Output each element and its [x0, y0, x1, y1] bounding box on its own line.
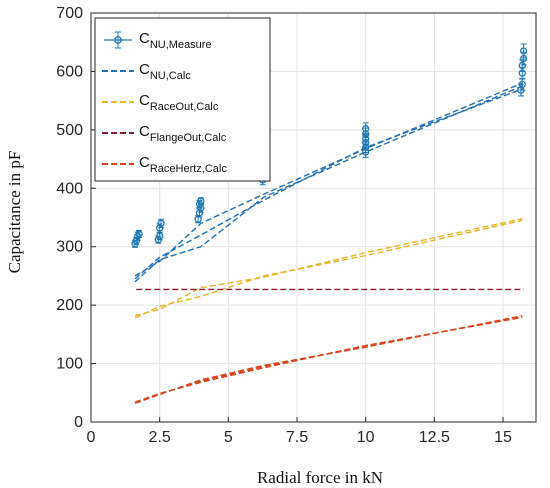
x-tick-label: 10	[357, 429, 375, 446]
plot-frame	[90, 12, 537, 423]
x-tick-label: 15	[494, 429, 512, 446]
y-tick-label: 600	[56, 63, 83, 80]
grid-lines	[90, 12, 536, 423]
axis-ticks: 0 2.5 5 7.5 10 12.5 15 0 100 200 300 400 500 600 700	[56, 5, 512, 446]
legend-marker	[114, 36, 122, 44]
series-line	[134, 85, 523, 283]
legend-entry-flangeout-calc: CFlangeOut,Calc	[102, 123, 227, 144]
legend-label-main: C	[139, 92, 150, 109]
y-tick-label: 100	[56, 356, 83, 373]
series-line	[134, 219, 523, 319]
series-line	[134, 316, 523, 404]
x-tick-label: 12.5	[419, 429, 450, 446]
data-point	[195, 209, 204, 217]
series-line	[134, 315, 523, 404]
legend-label: CNU,Calc	[139, 61, 191, 82]
legend: CNU,MeasureCNU,CalcCRaceOut,CalcCFlangeO…	[94, 17, 271, 182]
data-point	[519, 47, 528, 55]
series-line	[134, 88, 523, 280]
x-axis-title: Radial force in kN	[257, 468, 383, 487]
legend-label: CRaceOut,Calc	[139, 92, 219, 113]
series-line	[134, 82, 523, 277]
legend-label-sub: NU,Calc	[150, 70, 191, 82]
data-point	[157, 219, 165, 227]
data-point	[362, 125, 370, 133]
y-axis-title: Capacitance in pF	[5, 151, 24, 274]
legend-label-main: C	[139, 61, 150, 78]
plot-series	[131, 43, 528, 404]
y-tick-label: 300	[56, 239, 83, 256]
legend-entry-nu-measure: CNU,Measure	[104, 30, 212, 51]
legend-label-main: C	[139, 154, 150, 171]
legend-label-main: C	[139, 30, 150, 47]
y-tick-label: 0	[74, 414, 83, 431]
series-c-nu-calc	[134, 82, 523, 283]
x-tick-label: 7.5	[286, 429, 308, 446]
data-point	[135, 230, 143, 238]
data-point	[194, 215, 202, 223]
data-point	[132, 237, 140, 245]
y-tick-label: 700	[56, 5, 83, 22]
data-point	[156, 224, 164, 232]
legend-entry-nu-calc: CNU,Calc	[102, 61, 191, 82]
legend-label-sub: RaceOut,Calc	[150, 101, 219, 113]
legend-label: CNU,Measure	[139, 30, 212, 51]
series-c-racehertz-calc	[134, 315, 523, 404]
data-point	[518, 61, 526, 70]
legend-label: CRaceHertz,Calc	[139, 154, 227, 175]
series-line	[134, 316, 523, 403]
legend-label-sub: RaceHertz,Calc	[150, 163, 228, 175]
x-tick-label: 2.5	[149, 429, 171, 446]
y-tick-label: 200	[56, 297, 83, 314]
legend-entry-racehertz-calc: CRaceHertz,Calc	[102, 154, 227, 175]
series-c-raceout-calc	[134, 218, 523, 319]
series-line	[134, 218, 523, 317]
x-tick-label: 5	[224, 429, 233, 446]
y-tick-label: 400	[56, 180, 83, 197]
data-point	[197, 204, 205, 212]
x-tick-label: 0	[87, 429, 96, 446]
legend-box	[94, 17, 271, 182]
data-point	[197, 197, 205, 205]
legend-label: CFlangeOut,Calc	[139, 123, 227, 144]
y-tick-label: 500	[56, 122, 83, 139]
legend-label-sub: FlangeOut,Calc	[150, 132, 227, 144]
legend-label-sub: NU,Measure	[150, 39, 212, 51]
legend-label-main: C	[139, 123, 150, 140]
data-point	[156, 232, 164, 240]
legend-entry-raceout-calc: CRaceOut,Calc	[102, 92, 219, 113]
